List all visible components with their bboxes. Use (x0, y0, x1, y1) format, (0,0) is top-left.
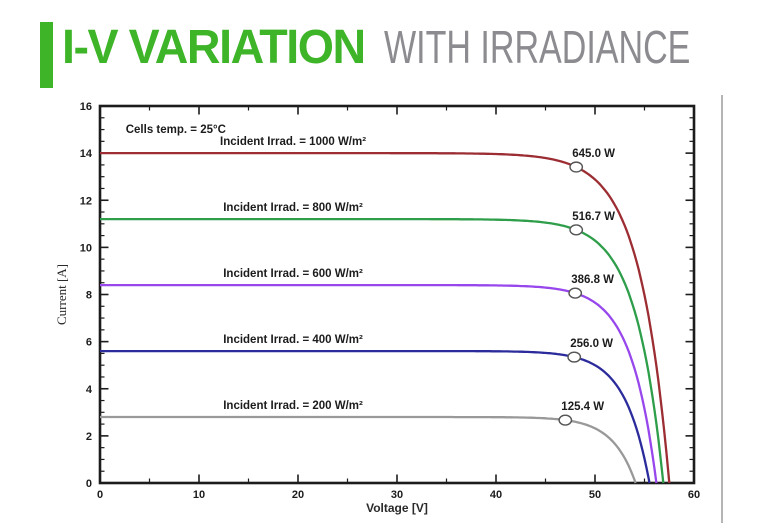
iv-curve-5 (100, 415, 637, 484)
y-tick-label: 6 (86, 337, 92, 349)
x-tick-label: 40 (490, 489, 502, 501)
mpp-power-label: 386.8 W (571, 274, 614, 286)
x-tick-label: 10 (193, 489, 205, 501)
mpp-power-label: 645.0 W (572, 148, 615, 160)
accent-bar (40, 22, 53, 88)
series-label: Incident Irrad. = 1000 W/m² (220, 136, 366, 148)
x-tick-label: 0 (97, 489, 103, 501)
mpp-marker (568, 287, 583, 299)
iv-curve-1 (100, 151, 671, 484)
x-tick-label: 60 (688, 489, 700, 501)
y-tick-label: 2 (86, 431, 92, 443)
x-tick-label: 20 (292, 489, 304, 501)
iv-curve-3 (100, 283, 658, 484)
y-axis-label: Current [A] (54, 264, 69, 325)
x-axis-label: Voltage [V] (366, 501, 428, 515)
mpp-marker (569, 161, 584, 173)
y-tick-label: 12 (80, 195, 92, 207)
series-label: Incident Irrad. = 400 W/m² (223, 334, 363, 346)
y-tick-label: 0 (86, 478, 92, 490)
y-tick-label: 14 (80, 148, 93, 160)
mpp-power-label: 125.4 W (561, 401, 604, 413)
y-tick-label: 10 (80, 242, 92, 254)
series-label: Incident Irrad. = 800 W/m² (223, 202, 363, 214)
series-label: Incident Irrad. = 600 W/m² (223, 268, 363, 280)
right-divider (721, 95, 723, 523)
x-tick-label: 50 (589, 489, 601, 501)
y-tick-label: 16 (80, 101, 92, 113)
header: I-V VARIATION WITH IRRADIANCE (0, 0, 772, 96)
mpp-marker (569, 224, 584, 236)
x-tick-label: 30 (391, 489, 403, 501)
mpp-marker (567, 351, 582, 363)
mpp-marker (558, 414, 573, 426)
series-label: Incident Irrad. = 200 W/m² (223, 400, 363, 412)
temp-annotation: Cells temp. = 25°C (126, 124, 226, 136)
iv-curve-4 (100, 349, 651, 484)
page-title: I-V VARIATION WITH IRRADIANCE (62, 24, 772, 72)
plot-frame (98, 104, 696, 485)
y-tick-label: 4 (86, 384, 93, 396)
title-primary: I-V VARIATION (62, 21, 366, 74)
y-tick-label: 8 (86, 290, 92, 302)
mpp-power-label: 516.7 W (572, 211, 615, 223)
mpp-power-label: 256.0 W (570, 338, 613, 350)
title-secondary: WITH IRRADIANCE (384, 21, 691, 73)
